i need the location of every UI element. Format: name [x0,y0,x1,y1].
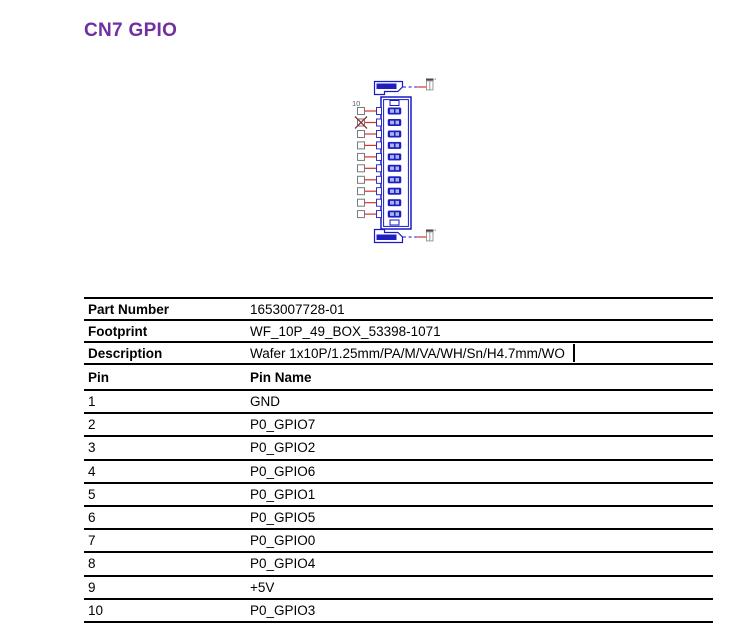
connector-pin-row [356,141,402,150]
pin-row: 4 P0_GPIO6 [84,461,713,484]
pin-number: 8 [88,556,96,572]
row-label: Description [88,345,163,361]
header-pin: Pin [88,369,110,385]
row-label: Part Number [88,301,170,317]
connector-pins [356,106,402,219]
pin-name: GND [250,394,280,410]
pin-row: 7 P0_GPIO0 [84,530,713,554]
connector-info-and-pin-table: Part Number 1653007728-01 Footprint WF_1… [84,297,713,623]
text-cursor [573,344,575,362]
pin-name: P0_GPIO2 [250,440,316,456]
connector-pin-row [356,106,402,116]
pin-row: 6 P0_GPIO5 [84,507,713,531]
pin-row: 9 +5V [84,577,713,600]
connector-pin-row [356,164,402,173]
connector-pin-row [356,187,402,196]
pin-number: 10 [88,602,104,618]
pin-number: 4 [88,463,96,479]
pin-row: 3 P0_GPIO2 [84,437,713,461]
connector-pin-row [356,198,402,207]
connector-pin-row [356,129,402,139]
page-title: CN7 GPIO [84,20,178,41]
connector-pin-row [356,210,402,219]
pin-number: 6 [88,510,96,526]
pin-number: 3 [88,440,96,456]
pin-name: P0_GPIO4 [250,556,316,572]
pin-row: 10 P0_GPIO3 [84,600,713,623]
connector-pin-row [356,175,402,184]
mounting-hole-symbol [425,78,437,91]
pin-number: 7 [88,533,96,549]
no-connect-x-icon [354,116,368,129]
table-row: Part Number 1653007728-01 [84,299,713,321]
pin-name: P0_GPIO3 [250,602,316,618]
row-value: 1653007728-01 [250,301,345,317]
pin-row: 8 P0_GPIO4 [84,553,713,577]
pin-number: 1 [88,394,96,410]
mounting-hole-symbol [425,229,437,242]
table-row: Description Wafer 1x10P/1.25mm/PA/M/VA/W… [84,343,713,365]
row-value[interactable]: Wafer 1x10P/1.25mm/PA/M/VA/WH/Sn/H4.7mm/… [250,345,565,361]
row-value: WF_10P_49_BOX_53398-1071 [250,323,441,339]
row-label: Footprint [88,323,148,339]
pin-name: P0_GPIO0 [250,533,316,549]
pin-row: 2 P0_GPIO7 [84,414,713,438]
pin-number: 9 [88,579,96,595]
pin-table-header: Pin Pin Name [84,365,713,391]
connector-pin-row [356,152,402,161]
bottom-mounting-tab [373,228,437,244]
pin-name: P0_GPIO6 [250,463,316,479]
pin-name: +5V [250,579,275,595]
top-mounting-tab [373,78,437,96]
connector-body [380,96,412,230]
pin-name: P0_GPIO5 [250,510,316,526]
connector-schematic: 10 [352,78,437,244]
header-pin-name: Pin Name [250,369,312,385]
pin-name: P0_GPIO1 [250,486,316,502]
pin-row: 5 P0_GPIO1 [84,484,713,507]
pin-name: P0_GPIO7 [250,417,316,433]
pin-number: 2 [88,417,96,433]
table-row: Footprint WF_10P_49_BOX_53398-1071 [84,321,713,343]
pin-10-label: 10 [352,99,360,108]
pin-number: 5 [88,486,96,502]
pin-row: 1 GND [84,391,713,415]
